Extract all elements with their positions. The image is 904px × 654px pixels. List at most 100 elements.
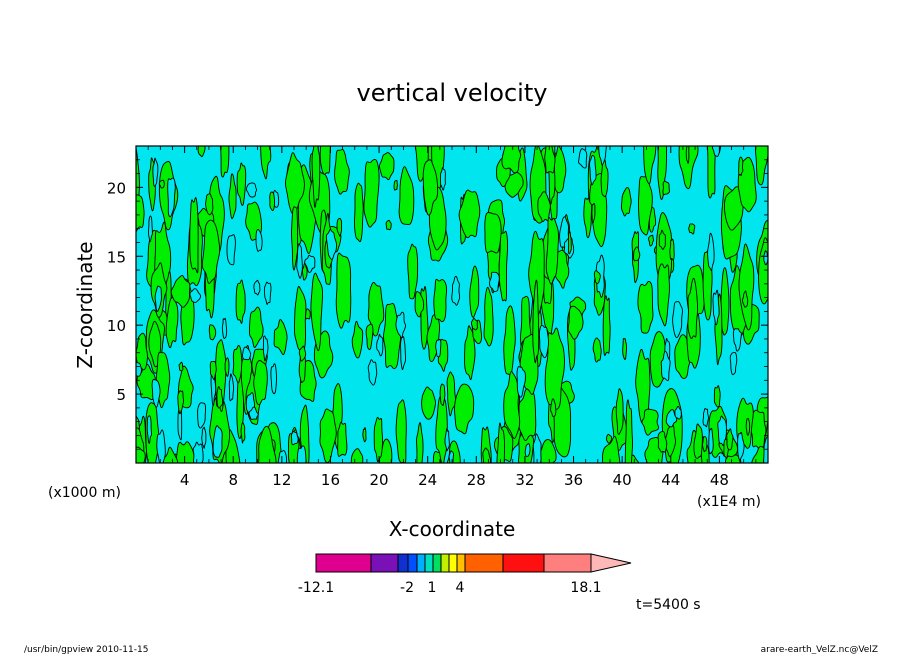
contour-region (738, 243, 755, 331)
contour-region (212, 425, 223, 458)
x-tick-label: 40 (613, 471, 632, 489)
contour-region (226, 234, 236, 266)
contour-region (414, 291, 425, 318)
colorbar-segment (543, 553, 592, 573)
contour-region (713, 385, 721, 408)
contour-region (367, 281, 385, 337)
contour-region (354, 182, 364, 243)
y-axis-ticks: 5 10 15 20 (107, 159, 768, 450)
x-axis-ticks: 4 8 12 16 20 24 28 32 36 40 44 48 (147, 146, 757, 489)
contour-region (724, 454, 741, 463)
contour-region (228, 173, 237, 220)
contour-region (763, 250, 768, 266)
contour-region (516, 366, 526, 398)
velocity-field (136, 146, 768, 463)
contour-region (712, 146, 721, 157)
contour-region (201, 219, 221, 284)
contour-region (319, 146, 331, 175)
contour-region (496, 422, 505, 463)
contour-region (262, 335, 269, 362)
x-tick-label: 28 (467, 471, 486, 489)
contour-region (395, 399, 407, 463)
y-tick-label: 15 (107, 248, 126, 266)
contour-region (154, 285, 162, 312)
contour-region (248, 306, 264, 348)
colorbar-segment (448, 553, 458, 573)
contour-region (524, 443, 531, 457)
contour-region (489, 271, 500, 293)
contour-region (665, 409, 678, 428)
contour-region (592, 337, 602, 363)
contour-region (270, 363, 277, 395)
contour-region (421, 386, 436, 420)
contour-region (242, 346, 252, 361)
contour-region (674, 334, 692, 379)
x-tick-label: 4 (180, 471, 190, 489)
contour-region (260, 146, 272, 180)
contour-region (532, 433, 542, 463)
contour-region (407, 243, 419, 300)
contour-region (258, 425, 277, 463)
contour-region (503, 305, 516, 376)
contour-region (707, 232, 715, 271)
contour-region (379, 438, 393, 463)
contour-region (136, 194, 145, 233)
contour-region (484, 212, 502, 254)
contour-region (685, 146, 690, 164)
colorbar-segment (464, 553, 504, 573)
contour-region (245, 182, 258, 198)
contour-region (285, 152, 305, 215)
contour-region (362, 427, 367, 443)
contour-region (660, 351, 671, 381)
contour-region (528, 230, 545, 317)
chart-title: vertical velocity (357, 79, 548, 107)
contour-region (591, 202, 596, 224)
contour-region (440, 167, 446, 191)
contour-region (755, 146, 768, 186)
contour-region (657, 431, 668, 453)
contour-region (294, 286, 307, 351)
footer-right: arare-earth_VelZ.nc@VelZ (761, 645, 878, 654)
contour-region (299, 404, 310, 463)
contour-region (622, 337, 627, 361)
contour-region (641, 408, 659, 436)
contour-region (544, 146, 556, 174)
contour-region (400, 336, 406, 371)
contour-region (248, 406, 259, 420)
contour-region (662, 180, 670, 196)
contour-region (158, 179, 165, 189)
colorbar-segment (502, 553, 545, 573)
contour-region (148, 215, 153, 243)
contour-region (416, 422, 424, 463)
contour-region (253, 360, 268, 406)
x-tick-label: 36 (564, 471, 583, 489)
contour-region (498, 230, 508, 302)
contour-region (363, 158, 380, 228)
colorbar-segment (440, 553, 450, 573)
contour-region (136, 446, 146, 463)
contour-region (263, 281, 272, 305)
contour-region (567, 305, 584, 340)
y-axis-label: Z-coordinate (73, 241, 97, 368)
contour-region (432, 450, 441, 463)
contour-region (162, 446, 179, 463)
contour-region (643, 146, 657, 185)
x-tick-label: 12 (272, 471, 291, 489)
x-tick-label: 44 (661, 471, 680, 489)
contour-region (291, 206, 299, 271)
contour-region (732, 328, 742, 352)
contour-region (600, 157, 609, 198)
colorbar-segment (424, 553, 434, 573)
contour-region (583, 197, 593, 239)
contour-region (290, 431, 299, 446)
contour-region (350, 448, 364, 463)
contour-region (222, 429, 241, 463)
contour-region (602, 436, 621, 463)
contour-region (367, 359, 378, 386)
contour-region (738, 156, 744, 176)
colorbar-segment (416, 553, 426, 573)
contour-region (674, 405, 682, 420)
contour-region (219, 146, 230, 178)
contour-region (152, 157, 159, 187)
contour-region (439, 383, 446, 407)
